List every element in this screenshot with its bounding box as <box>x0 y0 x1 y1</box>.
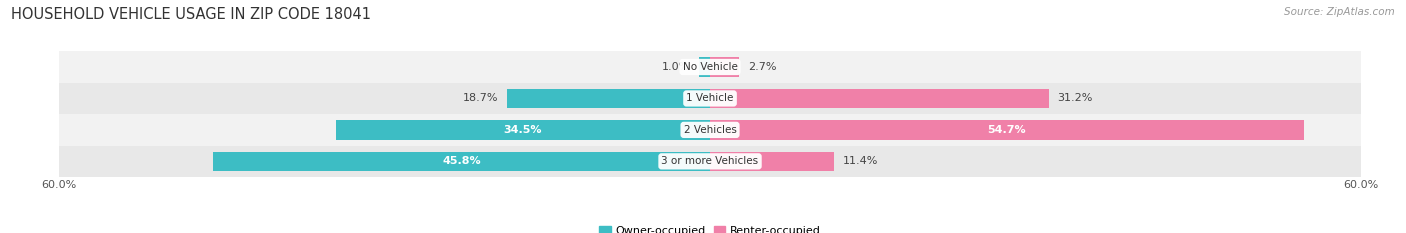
Bar <box>710 89 1049 108</box>
Bar <box>699 57 710 77</box>
Text: 54.7%: 54.7% <box>987 125 1026 135</box>
Text: 45.8%: 45.8% <box>443 156 481 166</box>
Bar <box>59 83 1361 114</box>
Text: 3 or more Vehicles: 3 or more Vehicles <box>661 156 759 166</box>
Text: 31.2%: 31.2% <box>1057 93 1092 103</box>
Text: 2 Vehicles: 2 Vehicles <box>683 125 737 135</box>
Text: 34.5%: 34.5% <box>503 125 543 135</box>
Text: 18.7%: 18.7% <box>463 93 499 103</box>
Bar <box>710 120 1303 140</box>
Text: Source: ZipAtlas.com: Source: ZipAtlas.com <box>1284 7 1395 17</box>
Text: HOUSEHOLD VEHICLE USAGE IN ZIP CODE 18041: HOUSEHOLD VEHICLE USAGE IN ZIP CODE 1804… <box>11 7 371 22</box>
Text: 11.4%: 11.4% <box>842 156 877 166</box>
Bar <box>214 152 710 171</box>
Bar <box>508 89 710 108</box>
Text: 2.7%: 2.7% <box>748 62 776 72</box>
Bar <box>710 152 834 171</box>
Bar <box>59 146 1361 177</box>
Bar <box>336 120 710 140</box>
Bar <box>59 114 1361 146</box>
Text: No Vehicle: No Vehicle <box>682 62 738 72</box>
Bar <box>59 51 1361 83</box>
Legend: Owner-occupied, Renter-occupied: Owner-occupied, Renter-occupied <box>595 222 825 233</box>
Bar <box>710 57 740 77</box>
Text: 1 Vehicle: 1 Vehicle <box>686 93 734 103</box>
Text: 1.0%: 1.0% <box>662 62 690 72</box>
